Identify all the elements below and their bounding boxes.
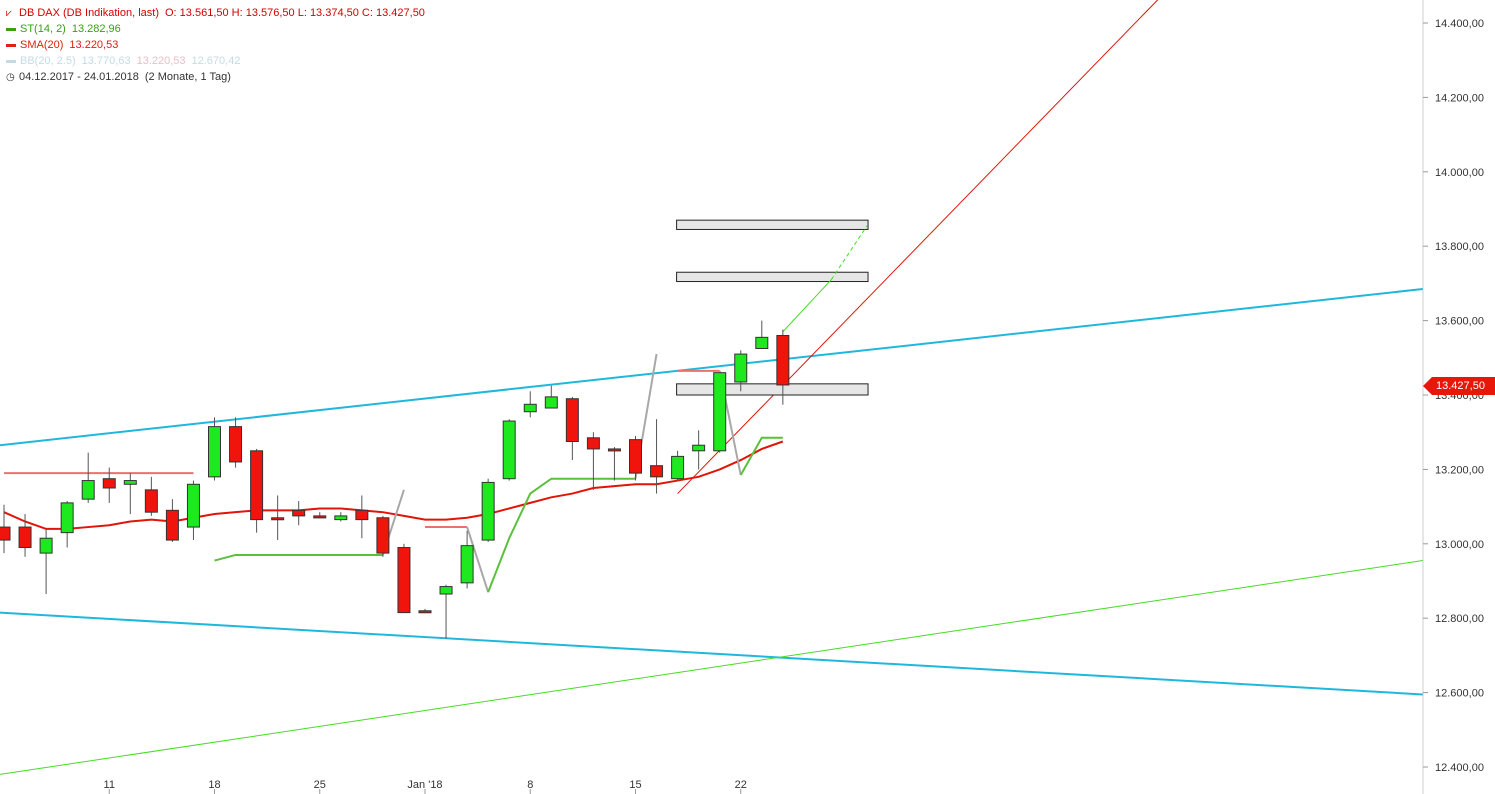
y-tick-label: 14.000,00 (1435, 167, 1484, 179)
candle-down[interactable] (629, 439, 642, 474)
x-tick-label: 15 (629, 779, 641, 791)
instrument-title: DB DAX (DB Indikation, last) (19, 7, 159, 19)
candle-down[interactable] (292, 509, 306, 517)
y-tick-label: 14.200,00 (1435, 92, 1484, 104)
supertrend-line-bull (739, 436, 783, 476)
y-tick-label: 13.000,00 (1435, 539, 1484, 551)
y-tick-label: 14.400,00 (1435, 18, 1484, 30)
bollinger-upper: 13.770,63 (81, 55, 131, 67)
candle-up[interactable] (60, 502, 74, 534)
candle-down[interactable] (229, 426, 243, 463)
x-tick-label: 18 (208, 779, 220, 791)
candle-up[interactable] (39, 537, 53, 554)
upper-channel-line (0, 287, 1423, 447)
supertrend-swatch-icon (6, 27, 16, 31)
y-tick-label: 13.800,00 (1435, 241, 1484, 253)
bollinger-lower: 12.670,42 (191, 55, 241, 67)
y-tick-label: 12.600,00 (1435, 688, 1484, 700)
chart-legend: ⩗ DB DAX (DB Indikation, last) O: 13.561,5… (6, 5, 425, 85)
resistance-zone[interactable] (676, 219, 869, 230)
bollinger-label: BB(20, 2.5) (20, 55, 76, 67)
candle-up[interactable] (334, 515, 348, 521)
candle-up[interactable] (81, 480, 95, 500)
candle-down[interactable] (776, 334, 790, 386)
y-tick-label: 12.800,00 (1435, 613, 1484, 625)
candle-up[interactable] (123, 480, 137, 485)
projection-line-solid (782, 279, 832, 333)
candle-down[interactable] (565, 398, 579, 442)
candle-up[interactable] (481, 481, 495, 541)
x-tick-label: Jan '18 (407, 779, 442, 791)
x-tick-label: 11 (104, 779, 115, 791)
sma-swatch-icon (6, 43, 16, 47)
resistance-zone[interactable] (676, 383, 869, 396)
x-tick-label: 8 (527, 779, 533, 791)
candle-up[interactable] (186, 483, 200, 528)
x-tick-label: 22 (735, 779, 747, 791)
legend-title-row: ⩗ DB DAX (DB Indikation, last) O: 13.561,5… (6, 5, 425, 21)
candle-down[interactable] (18, 526, 32, 549)
y-tick-label: 13.200,00 (1435, 464, 1484, 476)
candle-down[interactable] (418, 610, 432, 614)
green-trend-line (0, 560, 1423, 775)
date-range-note: (2 Monate, 1 Tag) (144, 71, 231, 83)
candle-up[interactable] (671, 455, 685, 480)
last-price-tag: 13.427,50 (1423, 377, 1495, 395)
supertrend-line-bull (487, 477, 636, 593)
candle-down[interactable] (271, 517, 285, 521)
supertrend-value: 13.282,96 (71, 23, 121, 35)
candle-down[interactable] (0, 526, 11, 541)
candle-up[interactable] (734, 353, 748, 383)
legend-bollinger-row[interactable]: BB(20, 2.5) 13.770,63 13.220,53 12.670,42 (6, 53, 425, 69)
candlestick-icon: ⩗ (6, 8, 12, 19)
lower-channel-line (0, 611, 1423, 696)
candle-down[interactable] (586, 437, 600, 450)
sma20-line (3, 440, 784, 530)
candle-down[interactable] (355, 509, 369, 521)
candle-up[interactable] (439, 586, 453, 595)
candle-down[interactable] (102, 478, 116, 489)
candle-up[interactable] (713, 372, 727, 452)
candle-down[interactable] (313, 515, 327, 519)
candle-down[interactable] (607, 448, 621, 452)
y-tick-label: 12.400,00 (1435, 762, 1484, 774)
candle-down[interactable] (397, 547, 411, 614)
candle-down[interactable] (165, 509, 179, 541)
candle-up[interactable] (460, 545, 474, 584)
candle-up[interactable] (208, 426, 221, 478)
candle-down[interactable] (650, 465, 664, 478)
candle-up[interactable] (544, 396, 558, 409)
supertrend-line-neutral (466, 526, 490, 593)
bollinger-swatch-icon (6, 59, 16, 63)
legend-range-row[interactable]: ◷ 04.12.2017 - 24.01.2018 (2 Monate, 1 Tag… (6, 69, 425, 85)
date-range: 04.12.2017 - 24.01.2018 (19, 71, 139, 83)
resistance-zone[interactable] (676, 271, 869, 283)
sma-value: 13.220,53 (69, 39, 119, 51)
ohlc-values: O: 13.561,50 H: 13.576,50 L: 13.374,50 C… (165, 7, 425, 19)
candle-up[interactable] (755, 336, 769, 349)
sma-label: SMA(20) (20, 39, 64, 51)
candle-down[interactable] (250, 450, 264, 521)
projection-line-dashed (830, 225, 868, 280)
candle-up[interactable] (502, 420, 516, 480)
candle-up[interactable] (692, 444, 706, 452)
legend-sma-row[interactable]: SMA(20) 13.220,53 (6, 37, 425, 53)
red-trend-line (677, 0, 1159, 494)
y-tick-label: 13.600,00 (1435, 316, 1484, 328)
x-tick-label: 25 (314, 779, 326, 791)
candle-down[interactable] (376, 517, 390, 554)
supertrend-line-bull (214, 553, 383, 562)
clock-icon: ◷ (6, 72, 15, 83)
supertrend-label: ST(14, 2) (20, 23, 66, 35)
candle-down[interactable] (144, 489, 158, 513)
legend-supertrend-row[interactable]: ST(14, 2) 13.282,96 (6, 21, 425, 37)
candle-up[interactable] (523, 403, 537, 413)
bollinger-mid: 13.220,53 (136, 55, 186, 67)
